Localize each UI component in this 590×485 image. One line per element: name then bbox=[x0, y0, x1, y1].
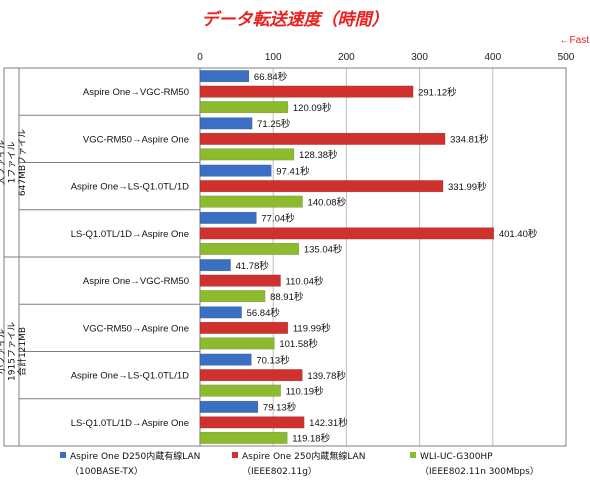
group-label-line: 1915ファイル bbox=[8, 322, 18, 381]
category-label: LS-Q1.0TL/1D→Aspire One bbox=[71, 418, 189, 429]
legend-swatch bbox=[60, 452, 66, 458]
data-label: 331.99秒 bbox=[448, 181, 487, 193]
bar bbox=[199, 259, 231, 272]
category-label: Aspire One→LS-Q1.0TL/1D bbox=[71, 371, 189, 382]
data-label: 97.41秒 bbox=[276, 165, 310, 177]
data-label: 119.18秒 bbox=[292, 433, 330, 445]
data-label: 71.25秒 bbox=[257, 118, 291, 130]
data-label: 120.09秒 bbox=[293, 102, 332, 114]
bar bbox=[199, 195, 303, 208]
category-label: VGC-RM50→Aspire One bbox=[83, 323, 189, 334]
bar bbox=[199, 353, 252, 366]
data-label: 135.04秒 bbox=[304, 244, 343, 256]
data-label: 110.19秒 bbox=[286, 385, 324, 397]
group-label-line: 小ファイル bbox=[0, 329, 7, 374]
data-label: 139.78秒 bbox=[307, 370, 346, 382]
data-label: 291.12秒 bbox=[418, 86, 457, 98]
fast-direction-note: ←Fast bbox=[560, 35, 590, 46]
category-label: VGC-RM50→Aspire One bbox=[83, 134, 189, 145]
legend-entry-sub: （100BASE-TX） bbox=[70, 466, 143, 477]
data-label: 119.99秒 bbox=[293, 323, 331, 335]
data-label: 77.04秒 bbox=[261, 213, 295, 225]
data-label: 56.84秒 bbox=[247, 307, 281, 319]
category-labels: Aspire One→VGC-RM50 VGC-RM50→Aspire One As… bbox=[71, 87, 189, 429]
legend-entry: Aspire One 250内蔵無線LAN bbox=[242, 450, 365, 462]
chart-title: データ転送速度（時間） bbox=[202, 10, 389, 30]
legend-swatch bbox=[232, 452, 238, 458]
data-label: 401.40秒 bbox=[499, 228, 538, 240]
bar bbox=[199, 117, 253, 130]
bar bbox=[199, 164, 272, 177]
legend-entry-sub: （IEEE802.11g） bbox=[242, 466, 317, 477]
bar bbox=[199, 400, 259, 413]
group-label-line: 1ファイル bbox=[8, 142, 18, 184]
data-label: 41.78秒 bbox=[236, 260, 270, 272]
data-label: 79.13秒 bbox=[263, 402, 297, 414]
legend-swatch bbox=[410, 452, 416, 458]
group-label-line: 合計121MB bbox=[16, 327, 28, 376]
category-label: LS-Q1.0TL/1D→Aspire One bbox=[71, 229, 189, 240]
data-label: 128.38秒 bbox=[299, 149, 338, 161]
data-label: 140.08秒 bbox=[308, 196, 347, 208]
bar bbox=[199, 148, 295, 161]
bar bbox=[199, 242, 300, 255]
legend-entry: Aspire One D250内蔵有線LAN bbox=[70, 450, 200, 462]
data-label: 70.13秒 bbox=[256, 354, 290, 366]
x-axis-ticks: 0 100 200 300 400 500 bbox=[197, 52, 575, 63]
data-label: 334.81秒 bbox=[450, 134, 489, 146]
x-tick-label: 500 bbox=[558, 52, 575, 63]
legend-entry-sub: （IEEE802.11n 300Mbps） bbox=[420, 466, 539, 477]
category-label: Aspire One→VGC-RM50 bbox=[83, 276, 189, 287]
legend-entry: WLI-UC-G300HP bbox=[420, 452, 493, 462]
bar bbox=[199, 70, 250, 83]
bar bbox=[199, 416, 305, 429]
x-tick-label: 200 bbox=[338, 52, 355, 63]
group-label-line: 大ファイル bbox=[0, 140, 7, 185]
bar bbox=[199, 180, 444, 193]
x-tick-label: 300 bbox=[411, 52, 428, 63]
bar bbox=[199, 321, 289, 334]
bar bbox=[199, 369, 303, 382]
bar bbox=[199, 384, 281, 397]
data-label: 142.31秒 bbox=[309, 417, 348, 429]
bar bbox=[199, 306, 242, 319]
bar bbox=[199, 227, 495, 240]
bar bbox=[199, 211, 257, 224]
category-label: Aspire One→LS-Q1.0TL/1D bbox=[71, 182, 189, 193]
bar bbox=[199, 132, 446, 145]
bar bbox=[199, 85, 414, 98]
bar bbox=[199, 431, 288, 444]
bars bbox=[199, 70, 495, 444]
legend: Aspire One D250内蔵有線LAN （100BASE-TX） Aspire… bbox=[60, 450, 539, 477]
bar bbox=[199, 101, 289, 114]
bar bbox=[199, 337, 275, 350]
data-label: 66.84秒 bbox=[254, 71, 288, 83]
group-label-line: 647MBファイル bbox=[18, 129, 28, 196]
data-label: 88.91秒 bbox=[270, 291, 304, 303]
data-label: 110.04秒 bbox=[286, 275, 324, 287]
x-tick-label: 0 bbox=[197, 52, 203, 63]
plot-frame bbox=[3, 67, 567, 447]
bar bbox=[199, 290, 266, 303]
group-label: 大ファイル 1ファイル 647MBファイル bbox=[0, 129, 28, 196]
bar bbox=[199, 274, 281, 287]
x-tick-label: 400 bbox=[484, 52, 501, 63]
data-label: 101.58秒 bbox=[279, 338, 318, 350]
x-tick-label: 100 bbox=[265, 52, 282, 63]
group-label: 小ファイル 1915ファイル 合計121MB bbox=[0, 322, 28, 381]
category-label: Aspire One→VGC-RM50 bbox=[83, 87, 189, 98]
